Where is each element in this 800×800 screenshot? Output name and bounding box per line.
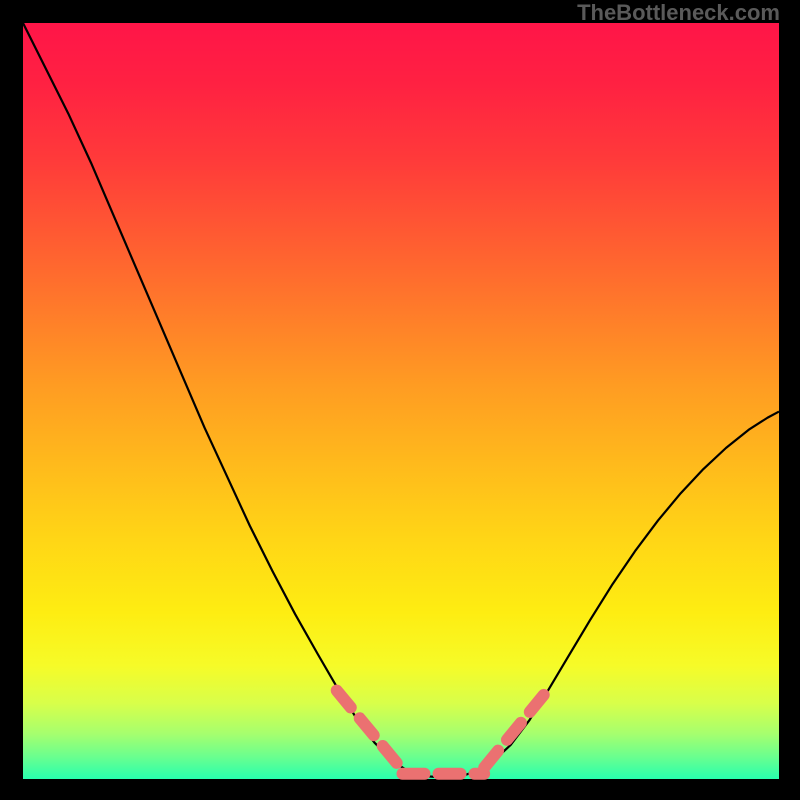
chart-frame: TheBottleneck.com [0, 0, 800, 800]
chart-background [23, 23, 779, 779]
attribution-text: TheBottleneck.com [577, 0, 780, 26]
chart-svg [0, 0, 800, 800]
